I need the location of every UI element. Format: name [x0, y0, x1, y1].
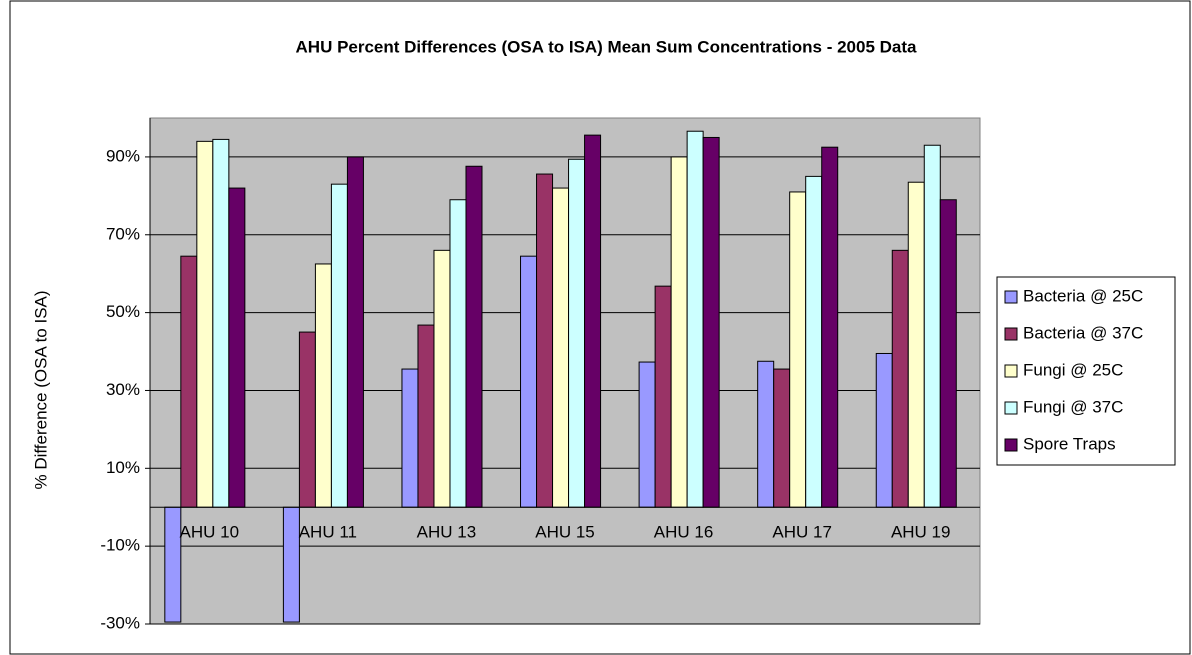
bar: [891, 249, 909, 508]
bar: [654, 285, 672, 508]
legend-label: Spore Traps: [1023, 434, 1116, 453]
bar: [212, 138, 230, 508]
y-tick-label: -10%: [100, 536, 140, 555]
bar: [298, 331, 316, 508]
legend-box: [996, 276, 1176, 466]
bar: [757, 360, 775, 508]
bar: [568, 158, 586, 508]
y-axis-label: % Difference (OSA to ISA): [31, 290, 50, 489]
bar: [164, 506, 182, 623]
chart-title: AHU Percent Differences (OSA to ISA) Mea…: [296, 37, 918, 56]
bar: [196, 140, 214, 508]
bar: [939, 199, 957, 508]
x-tick-label: AHU 19: [891, 523, 951, 542]
y-tick-label: 50%: [106, 302, 140, 321]
x-tick-label: AHU 17: [772, 523, 832, 542]
legend-label: Fungi @ 37C: [1023, 397, 1123, 416]
bar: [180, 255, 198, 508]
bar: [520, 255, 538, 508]
bar: [670, 156, 688, 508]
bar: [584, 134, 602, 508]
bar: [773, 368, 791, 508]
bar: [417, 324, 435, 508]
x-tick-label: AHU 10: [180, 523, 240, 542]
bar: [330, 183, 348, 508]
bar: [702, 136, 720, 508]
x-tick-label: AHU 16: [654, 523, 714, 542]
bar: [552, 187, 570, 508]
legend-swatch: [1004, 327, 1018, 341]
bar: [401, 368, 419, 508]
bar: [536, 173, 554, 508]
legend-swatch: [1004, 438, 1018, 452]
bar: [346, 156, 364, 508]
bar: [923, 144, 941, 508]
legend-swatch: [1004, 290, 1018, 304]
legend-swatch: [1004, 364, 1018, 378]
y-tick-label: 10%: [106, 458, 140, 477]
y-tick-label: -30%: [100, 613, 140, 632]
bar: [686, 130, 704, 508]
bar: [821, 146, 839, 508]
legend-label: Bacteria @ 25C: [1023, 286, 1143, 305]
y-tick-label: 30%: [106, 380, 140, 399]
bar: [907, 181, 925, 508]
x-tick-label: AHU 11: [299, 523, 357, 542]
x-tick-label: AHU 15: [535, 523, 595, 542]
bar: [228, 187, 246, 508]
bar: [805, 175, 823, 508]
y-tick-label: 90%: [106, 146, 140, 165]
y-tick-label: 70%: [106, 224, 140, 243]
bar: [875, 352, 893, 508]
x-tick-label: AHU 13: [417, 523, 477, 542]
legend-label: Bacteria @ 37C: [1023, 323, 1143, 342]
legend-label: Fungi @ 25C: [1023, 360, 1123, 379]
bar: [638, 361, 656, 508]
bar: [449, 199, 467, 508]
bar: [282, 506, 300, 623]
bar: [465, 165, 483, 508]
legend-swatch: [1004, 401, 1018, 415]
bar: [314, 263, 332, 508]
bar: [433, 249, 451, 508]
bar: [789, 191, 807, 508]
